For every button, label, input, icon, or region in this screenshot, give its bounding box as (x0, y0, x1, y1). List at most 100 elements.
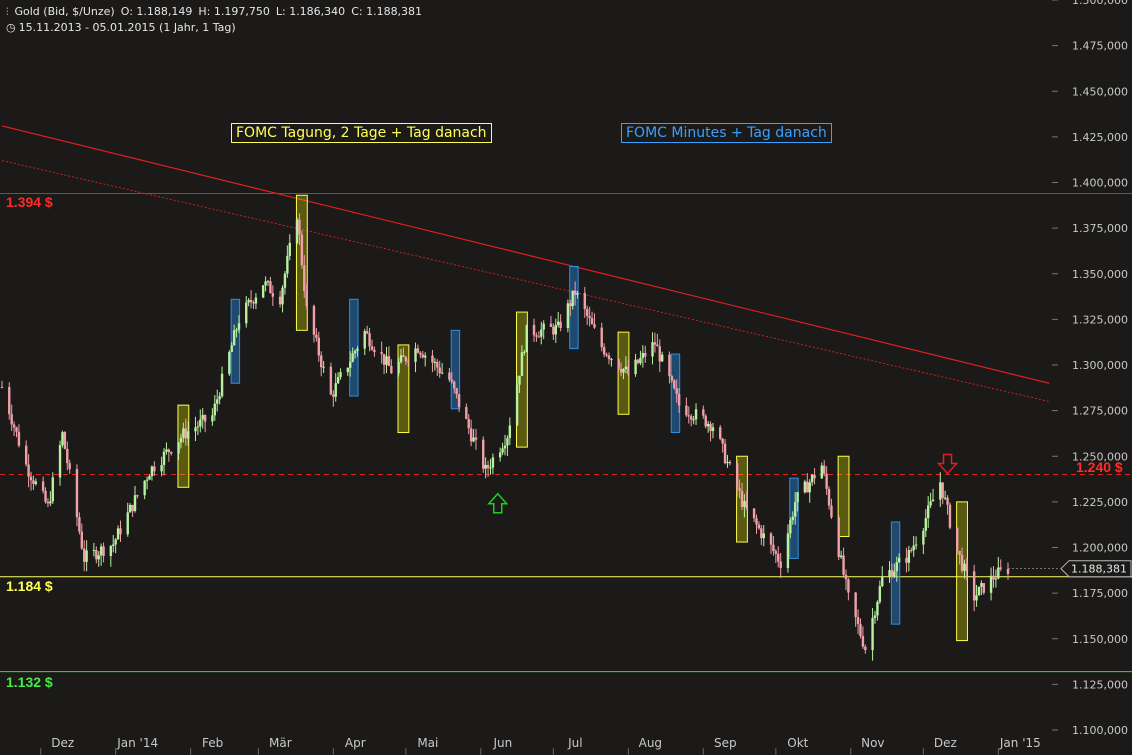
candle-up (165, 449, 168, 452)
candle-down (317, 337, 320, 356)
candle-up (211, 415, 214, 422)
candle-up (34, 481, 38, 484)
fomc-minutes-box (670, 353, 681, 434)
candle-up (220, 373, 224, 397)
candle-up (472, 437, 475, 442)
candle-up (295, 219, 299, 243)
candle-up (793, 502, 797, 517)
candle-up (762, 533, 765, 539)
candle-down (365, 331, 369, 334)
candle-down (668, 354, 671, 377)
candle-down (593, 324, 596, 328)
x-tick-label: Jan '14 (116, 736, 158, 750)
candle-down (673, 380, 676, 389)
candle-down (658, 346, 661, 362)
candle-up (92, 549, 96, 551)
candle-up (51, 477, 54, 502)
candle-down (982, 583, 986, 593)
candle-up (397, 362, 400, 374)
candle-down (559, 321, 562, 329)
candle-up (743, 501, 746, 507)
candle-down (687, 415, 690, 417)
candle-down (769, 533, 773, 545)
candle-up (484, 464, 487, 469)
y-tick-label: 1.175,000 (1072, 587, 1128, 600)
candle-down (315, 334, 318, 338)
candle-up (501, 448, 504, 453)
candle-up (791, 516, 794, 521)
candle-down (854, 592, 857, 618)
candle-up (232, 330, 236, 346)
header-ohlc: ⫶ Gold (Bid, $/Unze) O: 1.188,149 H: 1.197,… (6, 5, 428, 18)
candle-down (760, 528, 763, 539)
candle-down (847, 579, 850, 593)
candle-down (17, 431, 21, 446)
candle-up (179, 437, 183, 443)
candle-down (910, 550, 913, 552)
candle-down (382, 354, 386, 365)
high-value: H: 1.197,750 (198, 5, 270, 18)
candle-down (68, 463, 71, 470)
candle-down (779, 561, 782, 568)
candle-down (15, 427, 18, 432)
x-tick-label: Mai (417, 736, 438, 750)
candle-up (150, 466, 154, 477)
current-price-label: 1.188,381 (1071, 563, 1127, 576)
candle-up (963, 563, 966, 571)
candle-up (571, 290, 574, 307)
candle-up (839, 555, 843, 558)
candle-down (644, 352, 647, 357)
x-tick-label: Nov (861, 736, 884, 750)
candle-down (653, 342, 657, 345)
red-down-arrow-icon (936, 453, 959, 475)
candle-down (421, 354, 424, 358)
candle-down (80, 531, 84, 549)
candle-down (837, 517, 840, 558)
candle-down (32, 480, 35, 484)
candle-up (237, 323, 241, 330)
x-tick-label: Mär (269, 736, 292, 750)
fomc-minutes-box (450, 329, 461, 410)
candle-down (269, 281, 272, 294)
fomc-minutes-box (230, 298, 241, 384)
candle-down (948, 504, 952, 528)
candle-up (503, 445, 507, 449)
candle-up (423, 355, 427, 358)
candle-down (474, 437, 478, 440)
candle-down (1006, 568, 1010, 574)
x-tick-label: Feb (202, 736, 223, 750)
candle-down (387, 356, 391, 366)
candle-up (876, 601, 879, 616)
y-tick-label: 1.425,000 (1072, 131, 1128, 144)
candle-down (407, 361, 410, 363)
header-range: ◷ 15.11.2013 - 05.01.2015 (1 Jahr, 1 Tag) (6, 21, 242, 34)
candle-up (235, 329, 238, 331)
candle-up (97, 555, 100, 560)
green-up-arrow-icon (487, 492, 509, 514)
candle-down (271, 293, 275, 297)
candle-up (997, 567, 1000, 579)
candle-up (726, 461, 729, 464)
candle-up (283, 273, 287, 288)
candle-down (102, 546, 105, 556)
candle-down (941, 482, 944, 498)
candle-down (590, 318, 594, 325)
candle-down (66, 448, 69, 464)
candle-down (721, 438, 724, 444)
candle-down (404, 357, 408, 362)
candle-up (281, 287, 284, 305)
open-value: O: 1.188,149 (120, 5, 193, 18)
fomc-meeting-box (837, 455, 850, 538)
candle-down (569, 303, 572, 307)
candle-down (532, 324, 536, 336)
candle-up (143, 480, 146, 496)
candle-up (566, 303, 570, 329)
y-tick-label: 1.200,000 (1072, 542, 1128, 555)
candle-up (711, 427, 715, 432)
candle-up (786, 533, 790, 568)
candle-up (518, 375, 521, 385)
candle-down (390, 365, 393, 374)
candle-down (46, 501, 50, 504)
candle-up (660, 354, 664, 362)
